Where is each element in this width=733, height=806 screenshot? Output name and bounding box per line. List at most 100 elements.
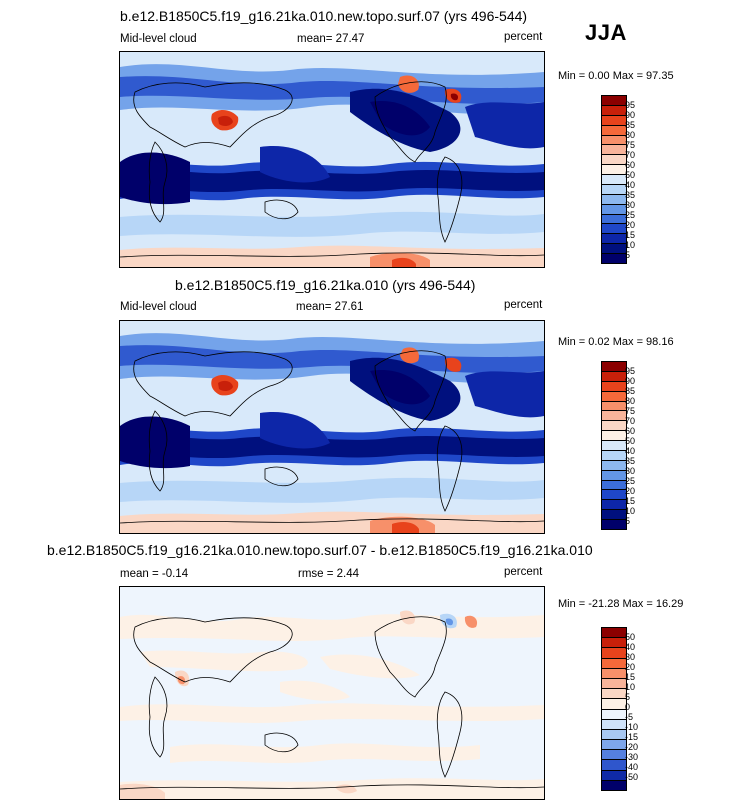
panel1-map <box>119 51 545 268</box>
colorbar-tick: 50 <box>625 632 636 642</box>
panel2-colorbar-swatch <box>602 362 626 372</box>
panel1-minmax: Min = 0.00 Max = 97.35 <box>558 70 674 82</box>
panel1-colorbar-swatch <box>602 175 626 185</box>
panel2-title: b.e12.B1850C5.f19_g16.21ka.010 (yrs 496-… <box>175 277 476 293</box>
panel3-colorbar-swatch <box>602 780 626 790</box>
panel3-colorbar-swatch <box>602 760 626 771</box>
panel1-colorbar <box>601 95 627 264</box>
panel3-colorbar-swatch <box>602 658 626 669</box>
panel3-colorbar-swatch <box>602 628 626 639</box>
panel3-map <box>119 586 545 800</box>
panel1-colorbar-swatch <box>602 204 626 215</box>
panel3-colorbar-swatch <box>602 740 626 751</box>
panel2-colorbar-swatch <box>602 510 626 520</box>
panel2-colorbar-swatch <box>602 431 626 441</box>
colorbar-tick: 75 <box>625 140 636 150</box>
panel3-colorbar <box>601 627 627 791</box>
colorbar-tick: -5 <box>625 712 634 722</box>
panel1-colorbar-swatch <box>602 105 626 116</box>
colorbar-tick: 35 <box>625 190 636 200</box>
panel3-title: b.e12.B1850C5.f19_g16.21ka.010.new.topo.… <box>47 542 593 558</box>
colorbar-tick: 90 <box>625 376 636 386</box>
panel2-units-label: percent <box>504 299 543 311</box>
panel1-units-label: percent <box>504 31 543 43</box>
colorbar-tick: 40 <box>625 180 636 190</box>
colorbar-tick: 50 <box>625 436 636 446</box>
panel3-colorbar-swatch <box>602 750 626 761</box>
panel2-colorbar-swatch <box>602 470 626 481</box>
colorbar-tick: 5 <box>625 250 631 260</box>
panel1-colorbar-swatch <box>602 145 626 156</box>
panel2-colorbar-swatch <box>602 490 626 501</box>
colorbar-tick: 95 <box>625 100 636 110</box>
panel3-colorbar-swatch <box>602 638 626 649</box>
colorbar-tick: 60 <box>625 426 636 436</box>
colorbar-tick: -15 <box>625 732 639 742</box>
panel2-colorbar-swatch <box>602 450 626 461</box>
panel1-colorbar-swatch <box>602 244 626 254</box>
panel1-mean-label: mean= 27.47 <box>297 33 365 45</box>
colorbar-tick: 5 <box>625 692 631 702</box>
panel3-units-label: percent <box>504 566 543 578</box>
panel3-colorbar-swatch <box>602 770 626 781</box>
colorbar-tick: 15 <box>625 672 636 682</box>
colorbar-tick: -40 <box>625 762 639 772</box>
panel1-colorbar-swatch <box>602 165 626 175</box>
panel1-colorbar-swatch <box>602 184 626 195</box>
panel3-rmse-label: rmse = 2.44 <box>298 568 360 580</box>
panel2-colorbar-swatch <box>602 411 626 422</box>
panel2-colorbar-swatch <box>602 460 626 471</box>
colorbar-tick: 70 <box>625 150 636 160</box>
panel2-mean-label: mean= 27.61 <box>296 301 364 313</box>
panel2-colorbar-swatch <box>602 401 626 412</box>
panel3-colorbar-swatch <box>602 648 626 659</box>
panel2-map <box>119 320 545 534</box>
panel3-minmax: Min = -21.28 Max = 16.29 <box>558 598 684 610</box>
panel1-colorbar-swatch <box>602 224 626 235</box>
panel1-colorbar-swatch <box>602 194 626 205</box>
colorbar-tick: 30 <box>625 652 636 662</box>
panel2-colorbar-swatch <box>602 371 626 382</box>
panel3-colorbar-swatch <box>602 668 626 679</box>
colorbar-tick: -30 <box>625 752 639 762</box>
panel1-title: b.e12.B1850C5.f19_g16.21ka.010.new.topo.… <box>120 8 528 24</box>
panel3-colorbar-swatch <box>602 709 626 720</box>
colorbar-tick: 85 <box>625 386 636 396</box>
panel2-minmax: Min = 0.02 Max = 98.16 <box>558 336 674 348</box>
colorbar-tick: 80 <box>625 130 636 140</box>
colorbar-tick: -10 <box>625 722 639 732</box>
panel2-colorbar-swatch <box>602 391 626 402</box>
colorbar-tick: 15 <box>625 496 636 506</box>
season-label: JJA <box>585 20 627 45</box>
colorbar-tick: 50 <box>625 170 636 180</box>
panel3-colorbar-swatch <box>602 729 626 741</box>
colorbar-tick: 20 <box>625 486 636 496</box>
panel1-colorbar-swatch <box>602 214 626 225</box>
panel3-colorbar-swatch <box>602 678 626 690</box>
panel1-variable-label: Mid-level cloud <box>120 33 197 45</box>
panel1-colorbar-swatch <box>602 135 626 146</box>
colorbar-tick: 40 <box>625 446 636 456</box>
colorbar-tick: 60 <box>625 160 636 170</box>
panel1-colorbar-swatch <box>602 115 626 126</box>
colorbar-tick: 30 <box>625 466 636 476</box>
colorbar-tick: 75 <box>625 406 636 416</box>
colorbar-tick: 25 <box>625 476 636 486</box>
colorbar-tick: 35 <box>625 456 636 466</box>
colorbar-tick: 10 <box>625 506 636 516</box>
panel2-variable-label: Mid-level cloud <box>120 301 197 313</box>
colorbar-tick: 85 <box>625 120 636 130</box>
panel3-colorbar-swatch <box>602 719 626 730</box>
panel2-colorbar-swatch <box>602 381 626 392</box>
panel2-colorbar <box>601 361 627 530</box>
colorbar-tick: 20 <box>625 662 636 672</box>
colorbar-tick: 40 <box>625 642 636 652</box>
panel2-colorbar-swatch <box>602 520 626 529</box>
panel2-colorbar-swatch <box>602 441 626 451</box>
panel1-colorbar-swatch <box>602 125 626 136</box>
colorbar-tick: -50 <box>625 772 639 782</box>
panel1-colorbar-swatch <box>602 96 626 106</box>
colorbar-tick: 25 <box>625 210 636 220</box>
colorbar-tick: 30 <box>625 200 636 210</box>
colorbar-tick: 5 <box>625 516 631 526</box>
